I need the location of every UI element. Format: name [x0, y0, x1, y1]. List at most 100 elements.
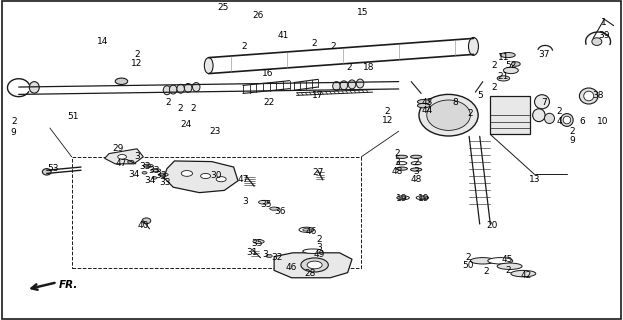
Text: 6: 6: [579, 117, 586, 126]
Text: 12: 12: [382, 116, 393, 125]
Circle shape: [216, 177, 226, 182]
Text: 19: 19: [396, 194, 407, 203]
Text: 36: 36: [275, 207, 286, 216]
Ellipse shape: [397, 196, 409, 200]
Text: 41: 41: [278, 31, 289, 40]
Text: 46: 46: [306, 227, 317, 236]
Text: 32: 32: [272, 253, 283, 262]
Text: 26: 26: [253, 12, 264, 20]
Ellipse shape: [253, 240, 264, 244]
Ellipse shape: [158, 173, 168, 176]
Text: 3: 3: [394, 158, 401, 167]
Text: 3: 3: [134, 152, 140, 161]
Ellipse shape: [146, 165, 151, 167]
Text: 5: 5: [477, 92, 483, 100]
Ellipse shape: [303, 249, 323, 253]
Ellipse shape: [563, 116, 571, 124]
Text: 12: 12: [131, 60, 143, 68]
Ellipse shape: [151, 169, 161, 172]
Text: 28: 28: [304, 269, 315, 278]
Ellipse shape: [348, 80, 356, 89]
Circle shape: [266, 254, 272, 258]
Ellipse shape: [397, 162, 407, 165]
Text: 2: 2: [312, 39, 318, 48]
Text: 16: 16: [262, 69, 273, 78]
Text: 4: 4: [556, 117, 563, 126]
Text: 50: 50: [463, 261, 474, 270]
Text: 2: 2: [467, 109, 473, 118]
Text: 47: 47: [116, 159, 127, 168]
Text: 21: 21: [498, 72, 509, 81]
Ellipse shape: [411, 155, 422, 158]
Text: 38: 38: [592, 92, 604, 100]
Ellipse shape: [511, 62, 520, 66]
Text: 9: 9: [11, 128, 17, 137]
Ellipse shape: [488, 258, 513, 264]
Text: 33: 33: [149, 166, 160, 175]
Text: 30: 30: [210, 172, 221, 180]
Ellipse shape: [535, 95, 549, 109]
Polygon shape: [105, 149, 143, 164]
Text: 19: 19: [418, 194, 429, 203]
Text: 2: 2: [346, 63, 352, 72]
Text: 22: 22: [264, 98, 275, 107]
Ellipse shape: [579, 88, 598, 104]
Text: 15: 15: [357, 8, 368, 17]
Text: 2: 2: [178, 104, 184, 113]
Ellipse shape: [533, 109, 545, 122]
Text: 7: 7: [541, 98, 547, 107]
Ellipse shape: [333, 82, 340, 91]
Text: 3: 3: [413, 167, 419, 176]
Ellipse shape: [184, 84, 192, 92]
Ellipse shape: [411, 162, 421, 165]
Text: 2: 2: [384, 108, 391, 116]
Ellipse shape: [419, 197, 426, 199]
Ellipse shape: [396, 167, 407, 170]
Text: 51: 51: [67, 112, 78, 121]
Ellipse shape: [503, 67, 518, 74]
Text: 37: 37: [538, 50, 549, 59]
Text: FR.: FR.: [59, 280, 78, 291]
Text: 11: 11: [498, 53, 509, 62]
Circle shape: [152, 177, 157, 179]
Text: 2: 2: [165, 98, 171, 107]
Ellipse shape: [396, 155, 407, 158]
Text: 2: 2: [465, 253, 472, 262]
Text: 48: 48: [411, 175, 422, 184]
Ellipse shape: [427, 100, 470, 130]
Ellipse shape: [204, 58, 213, 74]
Text: 27: 27: [312, 168, 323, 177]
Circle shape: [128, 160, 134, 164]
Ellipse shape: [584, 91, 594, 101]
Text: 2: 2: [11, 117, 17, 126]
Text: 10: 10: [597, 117, 608, 126]
Ellipse shape: [115, 78, 128, 84]
Text: 13: 13: [529, 175, 540, 184]
Ellipse shape: [468, 37, 478, 55]
Text: 3: 3: [316, 243, 322, 252]
Ellipse shape: [153, 169, 158, 171]
Text: 24: 24: [180, 120, 191, 129]
Text: 14: 14: [97, 37, 108, 46]
Ellipse shape: [417, 100, 430, 104]
Text: 46: 46: [286, 263, 297, 272]
Text: 2: 2: [330, 42, 336, 51]
Text: 47: 47: [237, 175, 249, 184]
Ellipse shape: [411, 168, 422, 171]
Ellipse shape: [270, 207, 278, 210]
Ellipse shape: [303, 228, 310, 231]
Circle shape: [307, 261, 322, 269]
Text: 48: 48: [392, 167, 403, 176]
Text: 39: 39: [599, 31, 610, 40]
Text: 2: 2: [483, 268, 489, 276]
Text: 34: 34: [128, 170, 140, 179]
Text: 2: 2: [316, 236, 322, 244]
Text: 2: 2: [556, 108, 563, 116]
Text: 8: 8: [452, 98, 458, 107]
Text: 33: 33: [155, 172, 166, 180]
Polygon shape: [164, 161, 238, 193]
Text: 2: 2: [491, 83, 497, 92]
Text: 31: 31: [247, 248, 258, 257]
Ellipse shape: [299, 227, 314, 232]
Text: 35: 35: [260, 200, 272, 209]
